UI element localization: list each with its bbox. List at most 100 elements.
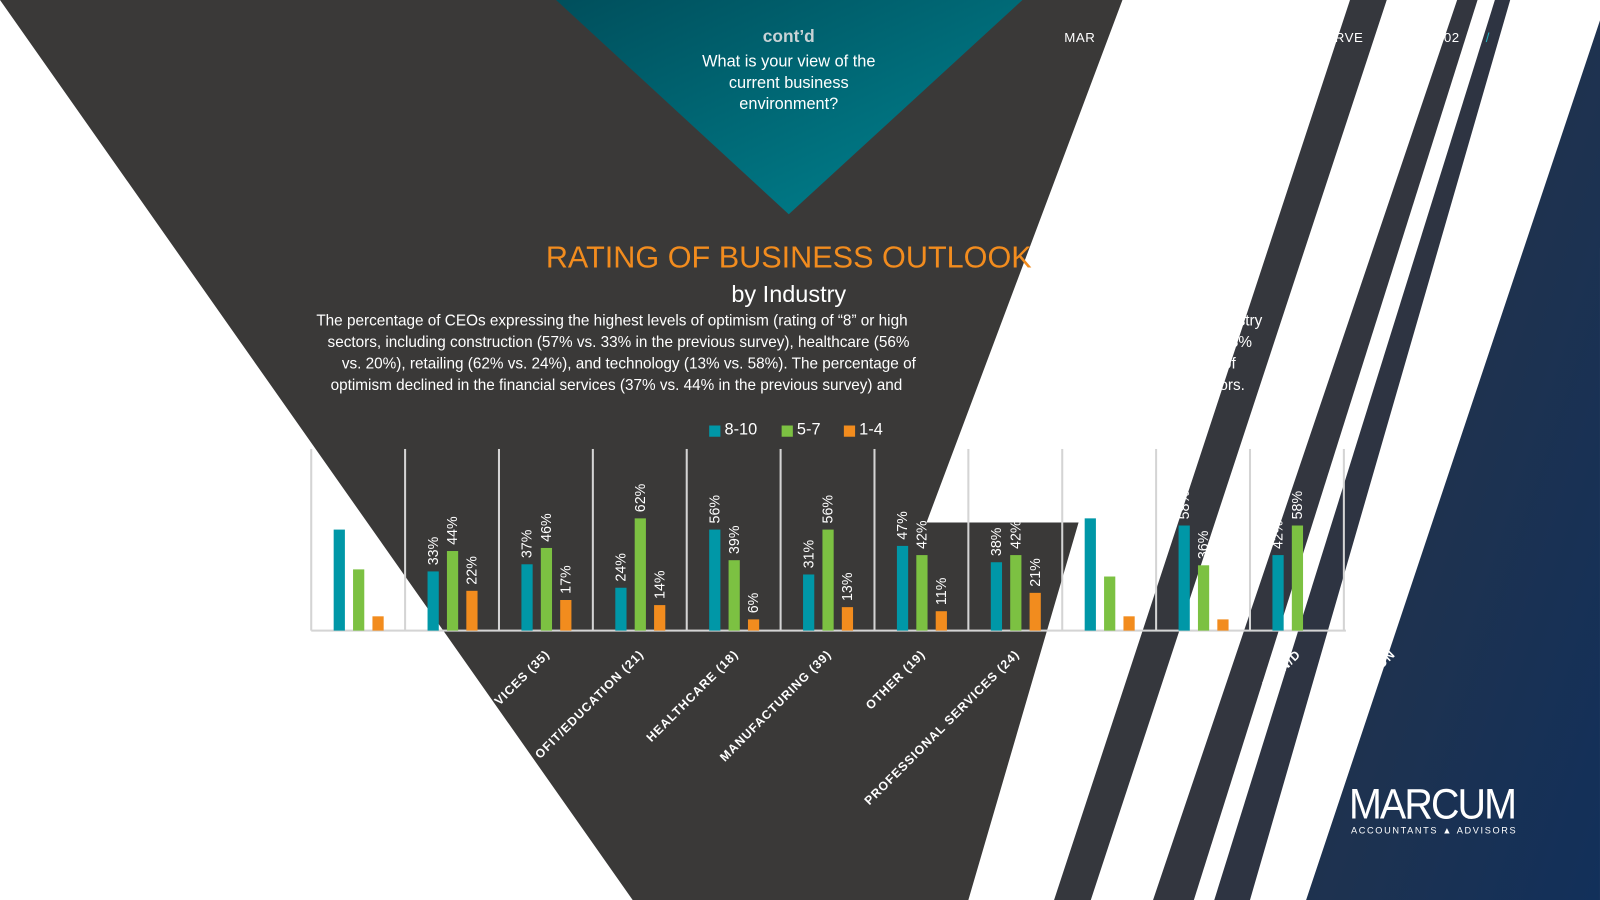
bar-1-4	[841, 607, 854, 631]
bar-8-10	[709, 529, 721, 631]
grid-line	[591, 448, 594, 631]
data-label: 38%	[987, 527, 1005, 556]
grid-line	[497, 448, 500, 631]
bar-5-7	[822, 529, 834, 631]
grid-line	[967, 448, 970, 631]
legend-swatch	[843, 424, 856, 437]
grid-line	[1061, 448, 1064, 631]
paragraph-line-end: of	[1222, 355, 1236, 373]
data-label: 33%	[424, 536, 441, 565]
data-label: 13%	[838, 572, 856, 601]
bar-1-4	[1029, 592, 1041, 631]
grid-line	[404, 448, 407, 631]
data-label: 6%	[744, 592, 762, 614]
data-label: 56%	[330, 494, 347, 524]
header-separator: /	[1485, 29, 1490, 45]
legend-item-1-4: 1-4	[843, 421, 883, 439]
grid-line	[1342, 448, 1345, 631]
question-line: What is your view of the current busines…	[702, 53, 876, 114]
data-label: 17%	[557, 565, 574, 594]
paragraph-line: sectors, including construction (57% vs.…	[327, 333, 910, 352]
bar-1-4	[747, 619, 760, 631]
data-label: 56%	[819, 494, 836, 524]
bar-8-10	[803, 574, 815, 631]
data-label: 56%	[706, 494, 723, 524]
grid-line	[779, 448, 782, 631]
bar-1-4	[654, 605, 666, 631]
chart-subtitle: by Industry	[731, 280, 847, 308]
data-label: 58%	[1288, 491, 1306, 520]
bar-5-7	[728, 560, 740, 631]
logo-tagline: ACCOUNTANTS ▲ ADVISORS	[1351, 825, 1518, 836]
legend-swatch	[709, 424, 721, 437]
data-label: 30%	[1101, 541, 1118, 571]
paragraph-line-end: 38%	[1221, 333, 1253, 352]
x-axis-line	[311, 629, 1346, 632]
data-label: 6%	[1214, 592, 1231, 614]
data-label: 44%	[443, 516, 461, 546]
data-label: 22%	[463, 556, 480, 585]
data-label: 62%	[631, 483, 648, 513]
header-page: P	[1499, 29, 1510, 45]
data-label: 62%	[1081, 483, 1098, 513]
bar-8-10	[1178, 525, 1190, 631]
bar-5-7	[540, 547, 553, 631]
header-text: 02	[1443, 29, 1460, 45]
data-label: 36%	[1194, 530, 1212, 560]
bar-1-4	[1123, 616, 1135, 631]
bar-8-10	[1084, 518, 1096, 631]
paragraph-line-end: ustry	[1229, 312, 1263, 330]
bar-8-10	[896, 545, 909, 631]
data-label: 14%	[651, 570, 668, 600]
bar-1-4	[466, 590, 478, 631]
data-label: 46%	[537, 512, 555, 542]
bar-5-7	[1104, 576, 1116, 631]
data-label: 31%	[799, 539, 817, 569]
bar-5-7	[446, 551, 459, 631]
paragraph-line: The percentage of CEOs expressing the hi…	[316, 312, 908, 330]
data-label: 58%	[1175, 491, 1192, 520]
header-text: SURVE	[1315, 29, 1364, 45]
bar-8-10	[427, 570, 439, 631]
bar-1-4	[372, 616, 384, 631]
legend-label: 5-7	[796, 421, 821, 439]
data-label: 39%	[725, 525, 742, 555]
data-label: 42%	[913, 520, 930, 549]
paragraph-line: optimism declined in the financial servi…	[330, 376, 903, 394]
bar-5-7	[353, 569, 365, 631]
data-label: 47%	[893, 510, 911, 540]
legend-label: 8-10	[724, 421, 758, 439]
bar-1-4	[935, 610, 947, 631]
data-label: 24%	[612, 552, 629, 582]
question-text: What is your view of the current busines…	[585, 51, 993, 115]
marcum-logo: MARCUM	[1348, 779, 1517, 828]
data-label: 37%	[518, 529, 535, 558]
data-label: 11%	[932, 577, 949, 605]
grid-line	[1155, 448, 1158, 631]
stripe	[1214, 0, 1511, 900]
teal-triangle	[556, 0, 1023, 215]
grid-line	[1248, 448, 1252, 631]
data-label: 34%	[349, 534, 367, 564]
data-label: 42%	[1007, 520, 1024, 549]
bar-8-10	[333, 529, 345, 631]
header-text: MAR	[1064, 29, 1096, 45]
bar-5-7	[1010, 554, 1022, 631]
grid-line	[685, 448, 688, 631]
bar-5-7	[1291, 525, 1304, 631]
bar-1-4	[560, 599, 572, 631]
data-label: 8%	[1120, 589, 1137, 611]
legend-item-5-7: 5-7	[781, 421, 821, 439]
stripe	[1054, 0, 1387, 900]
bar-8-10	[615, 587, 627, 631]
data-label: 21%	[1026, 557, 1043, 587]
grid-line	[873, 448, 876, 631]
legend-label: 1-4	[859, 421, 883, 439]
bar-5-7	[634, 518, 646, 631]
paragraph-line: vs. 20%), retailing (62% vs. 24%), and t…	[341, 355, 916, 373]
bar-5-7	[1197, 565, 1210, 631]
paragraph-line-end: ctors.	[1207, 376, 1245, 394]
bar-8-10	[1272, 554, 1284, 631]
bar-8-10	[521, 563, 533, 631]
